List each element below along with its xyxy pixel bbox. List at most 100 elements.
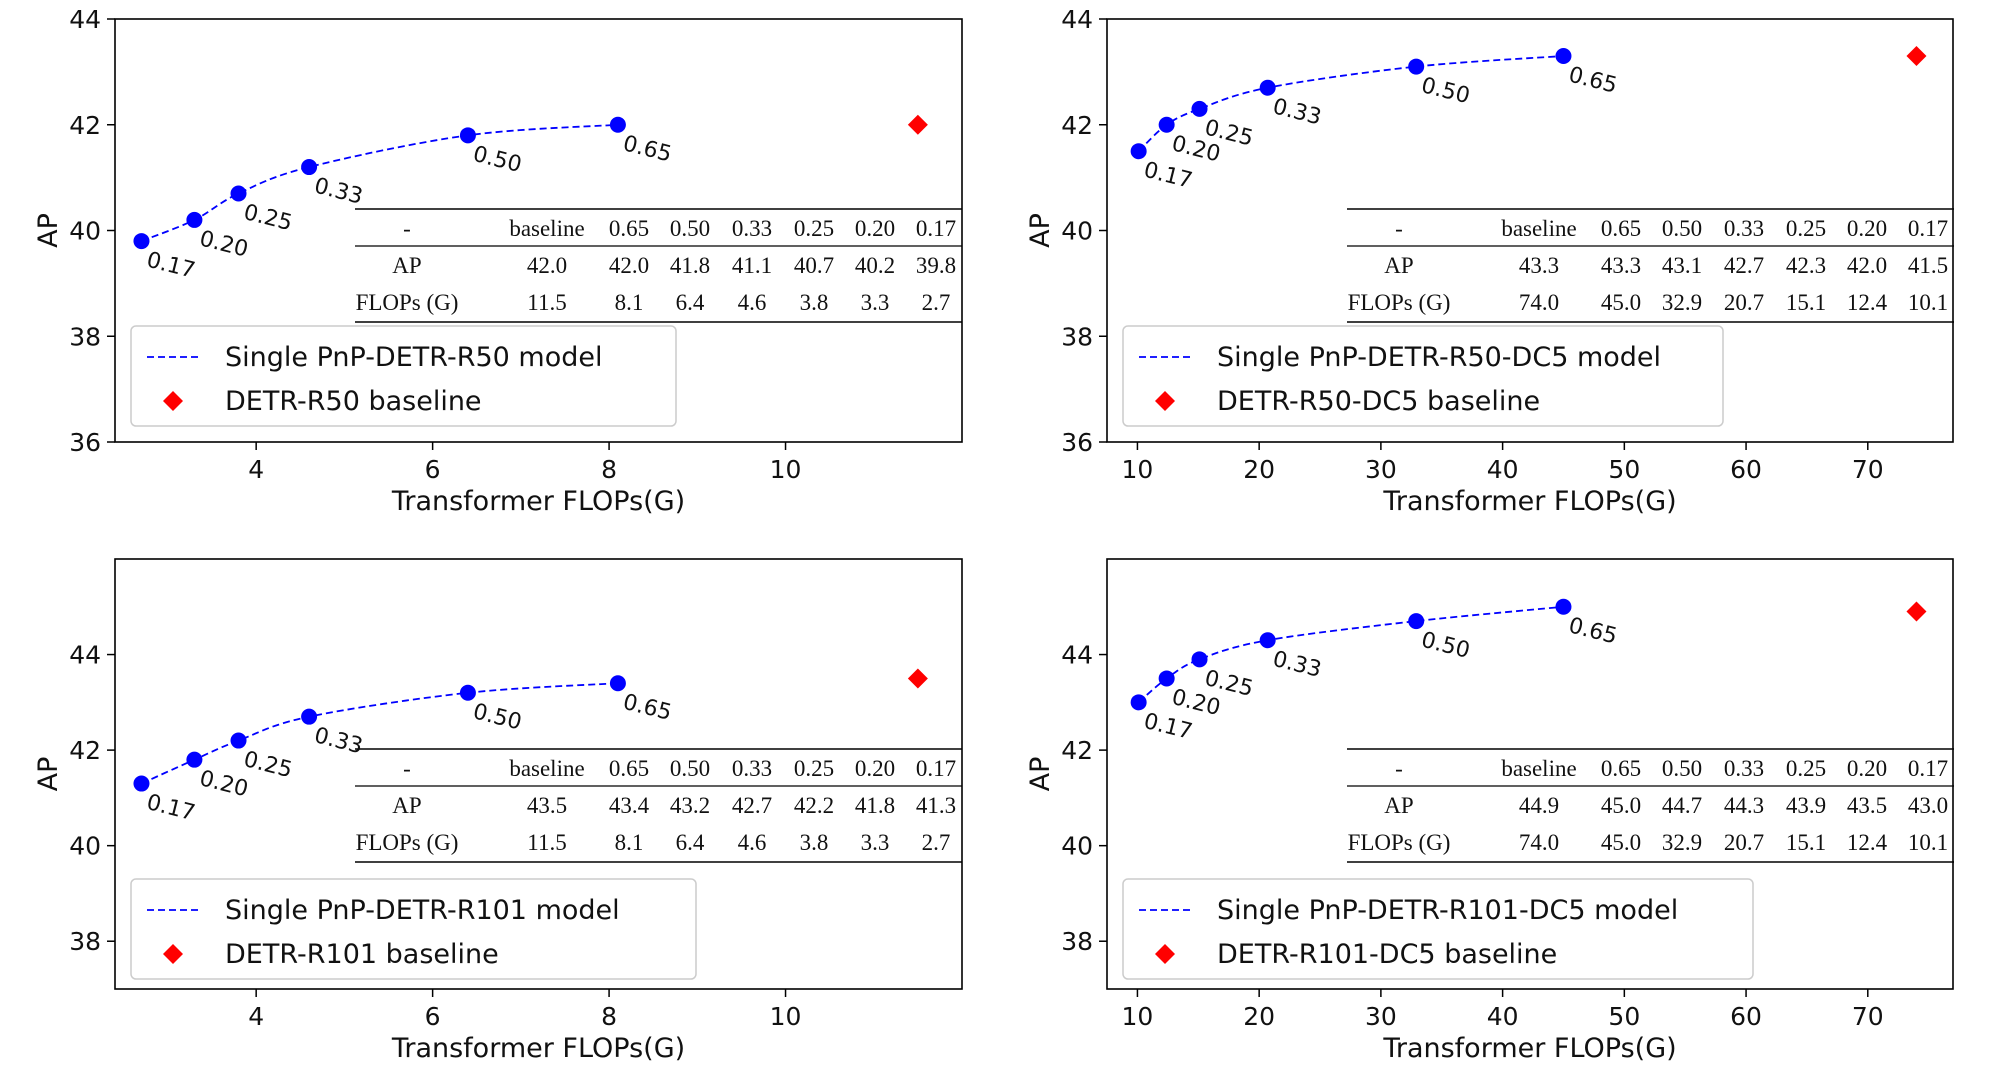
table-header-cell: 0.65 (1601, 756, 1641, 781)
baseline-marker (907, 668, 928, 689)
table-cell: 45.0 (1601, 830, 1641, 855)
x-tick-label: 20 (1243, 455, 1275, 484)
table-header-cell: 0.65 (1601, 216, 1641, 241)
x-tick-label: 30 (1365, 455, 1397, 484)
data-point (1158, 116, 1175, 133)
legend-entry: Single PnP-DETR-R50-DC5 model (1217, 342, 1661, 373)
table-header-cell: 0.20 (855, 756, 895, 781)
table-cell: 39.8 (916, 253, 956, 278)
data-point-label: 0.65 (620, 131, 674, 167)
table-cell: 6.4 (676, 830, 705, 855)
x-tick-label: 70 (1852, 455, 1884, 484)
y-tick-label: 42 (1061, 111, 1093, 140)
table-cell: 11.5 (527, 290, 566, 315)
table-header-cell: 0.33 (732, 216, 772, 241)
y-tick-label: 42 (69, 736, 101, 765)
table-cell: AP (392, 253, 421, 278)
y-tick-label: 44 (1061, 641, 1093, 670)
table-header-cell: 0.20 (1847, 216, 1887, 241)
data-point-label: 0.17 (1141, 709, 1195, 745)
table-cell: 44.7 (1662, 793, 1702, 818)
data-point (230, 732, 247, 749)
table-header-cell: - (403, 756, 411, 781)
table-cell: 8.1 (615, 290, 644, 315)
table-header-cell: 0.17 (1908, 216, 1948, 241)
data-point-label: 0.33 (312, 174, 366, 210)
plot-frame (1106, 558, 1954, 990)
data-point (301, 708, 318, 725)
table-cell: 12.4 (1847, 830, 1888, 855)
legend-diamond-swatch (1155, 391, 1175, 411)
table-cell: 42.0 (527, 253, 567, 278)
data-point-label: 0.65 (620, 690, 674, 726)
data-point-label: 0.25 (241, 200, 295, 236)
data-point (459, 684, 476, 701)
y-axis-label: AP (33, 213, 64, 248)
y-axis-label: AP (1025, 757, 1056, 792)
data-point-label: 0.50 (470, 699, 524, 735)
table-cell: 74.0 (1519, 290, 1559, 315)
data-point (1555, 598, 1572, 615)
data-point (1259, 632, 1276, 649)
table-cell: 41.1 (732, 253, 772, 278)
table-cell: 43.1 (1662, 253, 1702, 278)
y-tick-label: 44 (1061, 5, 1093, 34)
data-point (1130, 694, 1147, 711)
data-point (609, 116, 626, 133)
y-axis-label: AP (33, 757, 64, 792)
y-tick-label: 38 (1061, 927, 1093, 956)
table-cell: FLOPs (G) (356, 290, 459, 315)
x-tick-label: 50 (1608, 1002, 1640, 1031)
baseline-marker (1906, 601, 1927, 622)
table-header-cell: 0.65 (609, 756, 649, 781)
data-point-label: 0.17 (144, 248, 198, 284)
data-point-label: 0.17 (1141, 158, 1195, 194)
data-point-label: 0.33 (1270, 647, 1324, 683)
table-header-cell: 0.25 (1786, 216, 1826, 241)
legend-box (130, 325, 677, 427)
y-tick-label: 44 (69, 5, 101, 34)
data-point (1191, 100, 1208, 117)
legend-entry: Single PnP-DETR-R101 model (225, 895, 620, 926)
table-cell: 10.1 (1908, 830, 1948, 855)
x-axis-label: Transformer FLOPs(G) (391, 1033, 685, 1064)
data-point (133, 775, 150, 792)
y-tick-label: 42 (1061, 736, 1093, 765)
legend-entry: Single PnP-DETR-R101-DC5 model (1217, 895, 1678, 926)
table-header-cell: 0.50 (1662, 216, 1702, 241)
table-cell: 43.9 (1786, 793, 1826, 818)
plot-frame (114, 558, 963, 990)
data-point-label: 0.50 (1419, 73, 1473, 109)
x-tick-label: 6 (425, 1002, 441, 1031)
data-point-label: 0.50 (1419, 628, 1473, 664)
table-cell: 43.2 (670, 793, 710, 818)
legend-diamond-swatch (163, 391, 183, 411)
table-cell: 32.9 (1662, 830, 1702, 855)
table-cell: 43.5 (527, 793, 567, 818)
x-tick-label: 50 (1608, 455, 1640, 484)
x-tick-label: 8 (601, 1002, 617, 1031)
table-cell: 42.7 (732, 793, 772, 818)
table-cell: 41.5 (1908, 253, 1948, 278)
y-tick-label: 38 (69, 322, 101, 351)
legend-diamond-swatch (163, 944, 183, 964)
table-cell: 20.7 (1724, 830, 1764, 855)
x-tick-label: 60 (1730, 1002, 1762, 1031)
baseline-marker (1906, 46, 1927, 67)
data-point (1158, 670, 1175, 687)
y-tick-label: 38 (69, 927, 101, 956)
table-cell: 2.7 (922, 290, 951, 315)
data-point (1259, 79, 1276, 96)
x-tick-label: 6 (425, 455, 441, 484)
table-header-cell: baseline (509, 756, 584, 781)
table-header-cell: 0.50 (670, 756, 710, 781)
x-tick-label: 40 (1487, 1002, 1519, 1031)
legend-entry: DETR-R50 baseline (225, 386, 482, 417)
table-header-cell: - (403, 216, 411, 241)
data-point (1408, 613, 1425, 630)
data-point (230, 185, 247, 202)
table-cell: 42.0 (1847, 253, 1887, 278)
table-cell: 44.9 (1519, 793, 1559, 818)
data-point-label: 0.65 (1566, 613, 1620, 649)
